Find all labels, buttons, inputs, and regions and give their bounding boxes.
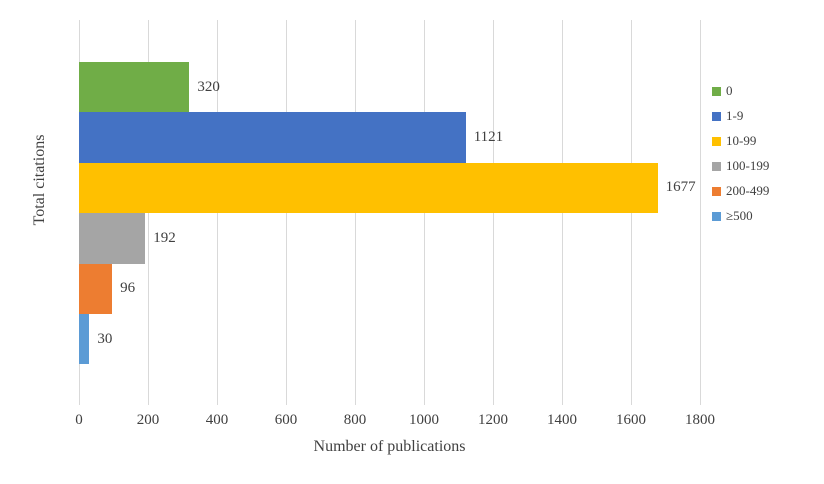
x-axis-title: Number of publications bbox=[313, 438, 466, 455]
legend-swatch-icon bbox=[712, 111, 721, 121]
x-axis-tick-labels: 0 200 400 600 800 1000 1200 1400 1600 1800 bbox=[75, 412, 715, 430]
x-tick-label: 0 bbox=[75, 412, 83, 428]
bar-100-199 bbox=[79, 213, 146, 264]
legend-label: 10-99 bbox=[726, 133, 757, 148]
bar-0 bbox=[79, 62, 190, 113]
plot-area: 320 1121 1677 192 96 30 bbox=[79, 20, 701, 405]
legend-item-200-499: 200-499 bbox=[712, 183, 769, 199]
bar-value-label: 30 bbox=[97, 330, 113, 347]
x-tick-label: 200 bbox=[136, 412, 160, 428]
bar-≥500 bbox=[79, 314, 90, 365]
legend-item-≥500: ≥500 bbox=[712, 208, 769, 224]
legend-label: 100-199 bbox=[726, 158, 770, 173]
gridline bbox=[700, 20, 701, 405]
x-tick-label: 400 bbox=[205, 412, 229, 428]
bar-value-label: 320 bbox=[197, 78, 220, 95]
legend-swatch-icon bbox=[712, 136, 721, 146]
legend: 0 1-9 10-99 100-199 200-499 ≥500 bbox=[712, 83, 769, 224]
x-tick-label: 600 bbox=[274, 412, 298, 428]
legend-swatch-icon bbox=[712, 161, 721, 171]
bar-value-label: 96 bbox=[120, 280, 136, 297]
bar-10-99 bbox=[79, 162, 658, 214]
legend-label: ≥500 bbox=[726, 208, 753, 223]
x-tick-label: 1400 bbox=[547, 412, 577, 428]
x-tick-label: 800 bbox=[343, 412, 367, 428]
legend-item-1-9: 1-9 bbox=[712, 108, 769, 124]
legend-label: 200-499 bbox=[726, 183, 770, 198]
legend-label: 1-9 bbox=[726, 108, 744, 123]
x-tick-label: 1800 bbox=[685, 412, 715, 428]
bar-value-label: 1677 bbox=[665, 179, 696, 196]
x-tick-label: 1200 bbox=[478, 412, 508, 428]
bar-1-9 bbox=[79, 112, 466, 163]
y-axis-title: Total citations bbox=[31, 134, 48, 226]
x-tick-label: 1600 bbox=[616, 412, 646, 428]
bar-value-label: 192 bbox=[153, 229, 176, 246]
legend-item-100-199: 100-199 bbox=[712, 158, 769, 174]
legend-swatch-icon bbox=[712, 86, 721, 96]
legend-item-0: 0 bbox=[712, 83, 769, 99]
bar-value-label: 1121 bbox=[473, 129, 504, 146]
legend-item-10-99: 10-99 bbox=[712, 133, 769, 149]
bar-200-499 bbox=[79, 263, 113, 314]
legend-swatch-icon bbox=[712, 186, 721, 196]
x-tick-label: 1000 bbox=[409, 412, 439, 428]
legend-swatch-icon bbox=[712, 211, 721, 221]
legend-label: 0 bbox=[726, 83, 733, 98]
